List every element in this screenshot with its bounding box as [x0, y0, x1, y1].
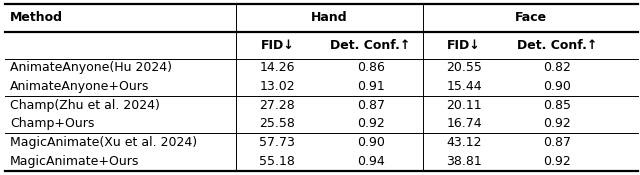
Text: 14.26: 14.26 — [260, 61, 295, 74]
Text: 0.87: 0.87 — [356, 99, 385, 112]
Text: 55.18: 55.18 — [259, 155, 295, 168]
Text: 0.85: 0.85 — [543, 99, 572, 112]
Text: MagicAnimate(Xu et al. 2024): MagicAnimate(Xu et al. 2024) — [10, 136, 197, 149]
Text: 0.87: 0.87 — [543, 136, 572, 149]
Text: 16.74: 16.74 — [446, 117, 482, 130]
Text: 20.11: 20.11 — [446, 99, 482, 112]
Text: 13.02: 13.02 — [259, 80, 295, 93]
Text: 0.91: 0.91 — [356, 80, 385, 93]
Text: 0.90: 0.90 — [356, 136, 385, 149]
Text: 57.73: 57.73 — [259, 136, 295, 149]
Text: 20.55: 20.55 — [446, 61, 482, 74]
Text: MagicAnimate+Ours: MagicAnimate+Ours — [10, 155, 140, 168]
Text: Hand: Hand — [311, 11, 348, 24]
Text: 0.94: 0.94 — [356, 155, 385, 168]
Text: 38.81: 38.81 — [446, 155, 482, 168]
Text: 43.12: 43.12 — [446, 136, 482, 149]
Text: FID↓: FID↓ — [447, 38, 481, 52]
Text: 0.86: 0.86 — [356, 61, 385, 74]
Text: Det. Conf.↑: Det. Conf.↑ — [517, 38, 598, 52]
Text: 25.58: 25.58 — [259, 117, 295, 130]
Text: Method: Method — [10, 11, 63, 24]
Text: 0.92: 0.92 — [543, 117, 572, 130]
Text: AnimateAnyone+Ours: AnimateAnyone+Ours — [10, 80, 150, 93]
Text: 27.28: 27.28 — [259, 99, 295, 112]
Text: Champ+Ours: Champ+Ours — [10, 117, 95, 130]
Text: 0.92: 0.92 — [356, 117, 385, 130]
Text: Det. Conf.↑: Det. Conf.↑ — [330, 38, 411, 52]
Text: 0.82: 0.82 — [543, 61, 572, 74]
Text: Face: Face — [515, 11, 547, 24]
Text: 0.90: 0.90 — [543, 80, 572, 93]
Text: AnimateAnyone(Hu 2024): AnimateAnyone(Hu 2024) — [10, 61, 172, 74]
Text: Champ(Zhu et al. 2024): Champ(Zhu et al. 2024) — [10, 99, 160, 112]
Text: FID↓: FID↓ — [260, 38, 294, 52]
Text: 15.44: 15.44 — [446, 80, 482, 93]
Text: 0.92: 0.92 — [543, 155, 572, 168]
